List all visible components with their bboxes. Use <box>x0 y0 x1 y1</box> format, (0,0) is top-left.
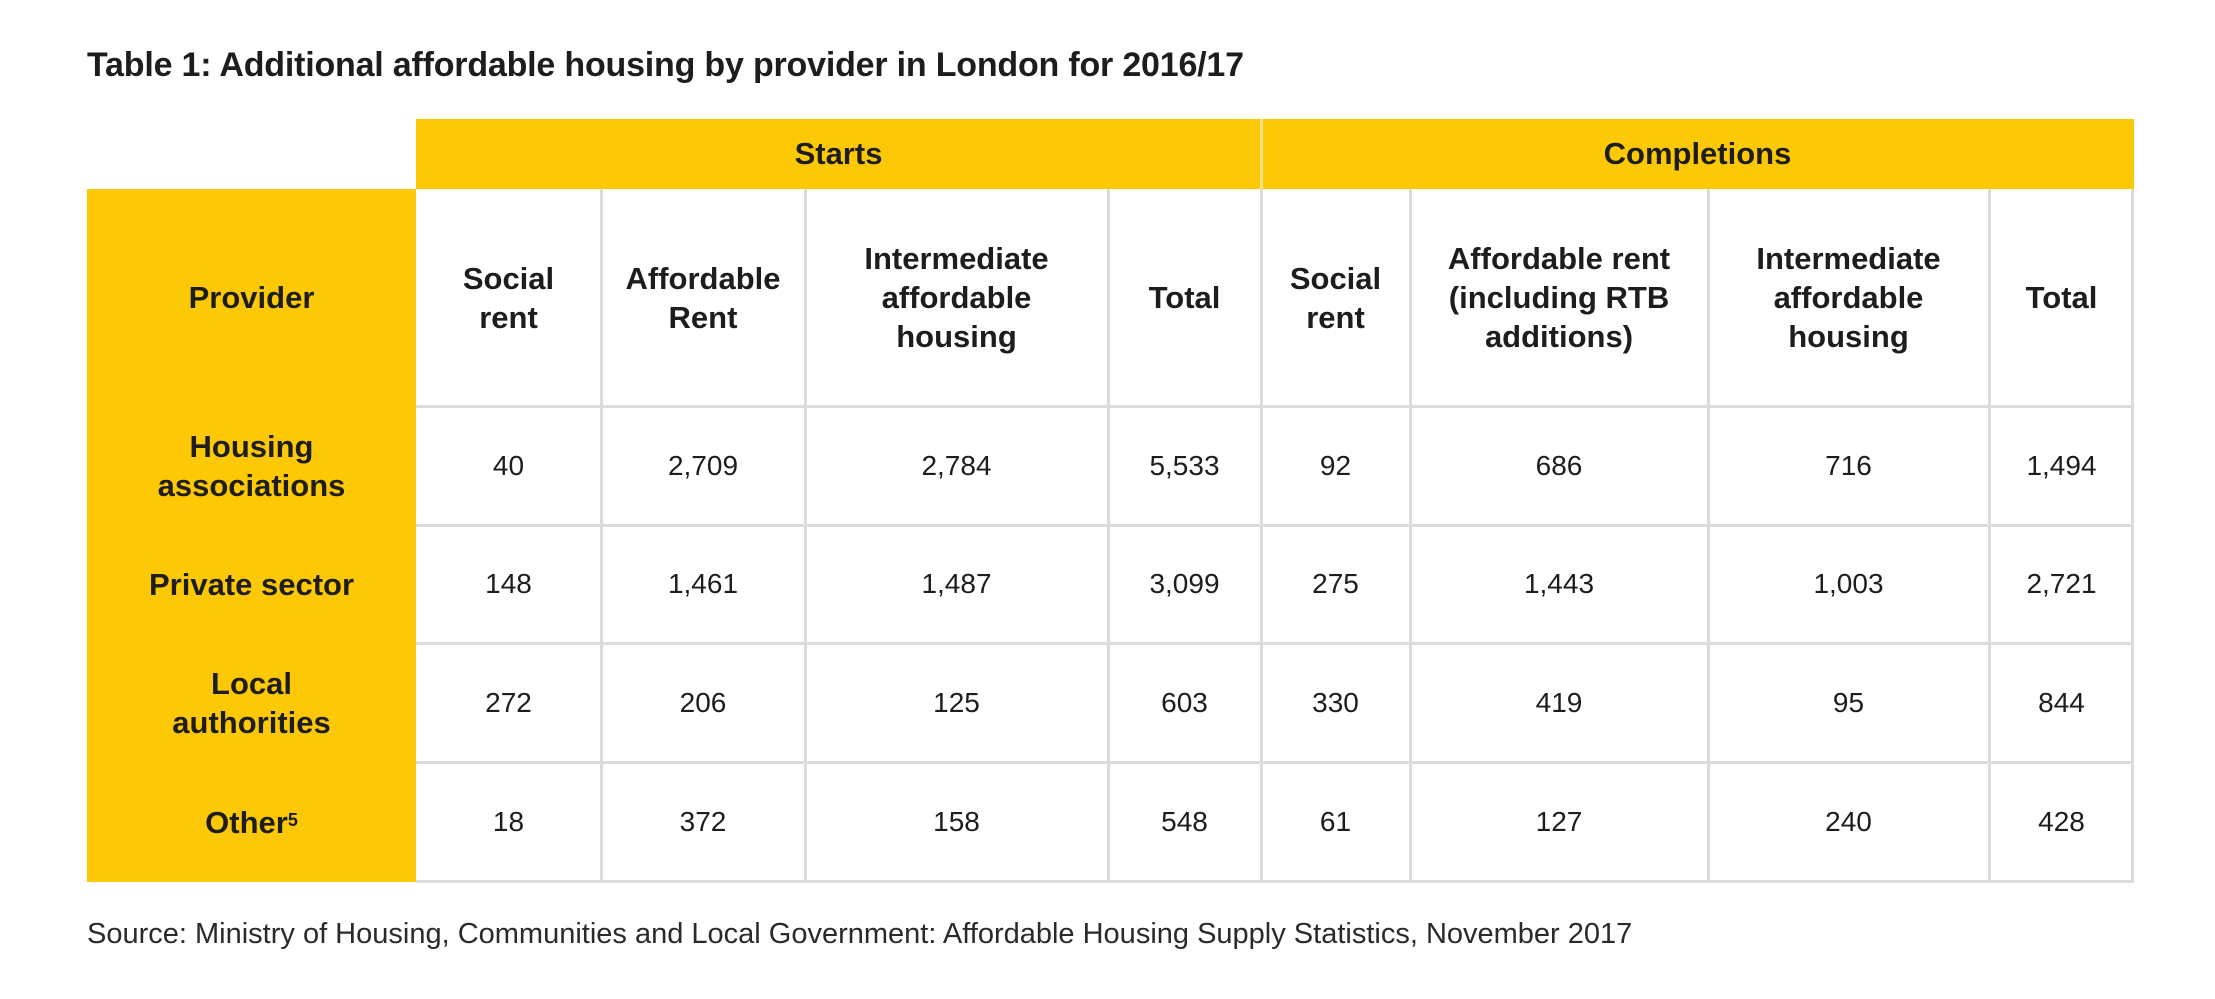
provider-header: Provider <box>87 189 416 406</box>
provider-name: Private sector <box>148 566 355 602</box>
source-note: Source: Ministry of Housing, Communities… <box>87 918 1633 950</box>
provider-name: Local authorities <box>172 665 331 740</box>
table-cell: 272 <box>416 643 601 762</box>
provider-name: Housing associations <box>157 428 346 503</box>
row-divider <box>416 642 2134 645</box>
column-divider <box>1988 189 1991 882</box>
table-cell: 372 <box>601 762 805 882</box>
column-divider <box>1409 189 1412 882</box>
table-cell: 1,494 <box>1989 406 2134 525</box>
row-provider-label: Other 5 <box>87 762 416 882</box>
table-cell: 2,721 <box>1989 525 2134 643</box>
row-provider-label: Private sector <box>87 525 416 643</box>
table-cell: 844 <box>1989 643 2134 762</box>
column-header: Social rent <box>1261 189 1410 406</box>
group-header-starts: Starts <box>416 119 1261 189</box>
table-cell: 61 <box>1261 762 1410 882</box>
table-cell: 716 <box>1708 406 1989 525</box>
table-cell: 686 <box>1410 406 1708 525</box>
table-cell: 206 <box>601 643 805 762</box>
column-divider <box>2131 189 2134 882</box>
table-cell: 2,784 <box>805 406 1108 525</box>
table-cell: 125 <box>805 643 1108 762</box>
column-header: Total <box>1108 189 1261 406</box>
table-cell: 240 <box>1708 762 1989 882</box>
table-cell: 419 <box>1410 643 1708 762</box>
column-divider <box>600 189 603 882</box>
column-divider <box>1707 189 1710 882</box>
table-cell: 1,461 <box>601 525 805 643</box>
row-divider <box>416 880 2134 883</box>
row-provider-label: Housing associations <box>87 406 416 525</box>
table-cell: 158 <box>805 762 1108 882</box>
column-divider <box>1107 189 1110 882</box>
row-provider-label: Local authorities <box>87 643 416 762</box>
provider-name: Other <box>205 804 288 840</box>
table-cell: 2,709 <box>601 406 805 525</box>
table-cell: 5,533 <box>1108 406 1261 525</box>
table-cell: 275 <box>1261 525 1410 643</box>
table-cell: 548 <box>1108 762 1261 882</box>
group-header-completions: Completions <box>1261 119 2134 189</box>
table-cell: 1,443 <box>1410 525 1708 643</box>
table-cell: 148 <box>416 525 601 643</box>
housing-table: Starts Completions Provider Social rent Affo… <box>87 119 2134 883</box>
group-divider <box>1260 119 1263 189</box>
column-divider <box>1260 189 1263 882</box>
row-divider <box>416 405 2134 408</box>
table-cell: 428 <box>1989 762 2134 882</box>
column-divider <box>804 189 807 882</box>
table-cell: 40 <box>416 406 601 525</box>
row-divider <box>416 524 2134 527</box>
footnote-marker: 5 <box>287 809 298 830</box>
table-cell: 18 <box>416 762 601 882</box>
column-header: Social rent <box>416 189 601 406</box>
table-cell: 330 <box>1261 643 1410 762</box>
column-header: Total <box>1989 189 2134 406</box>
table-cell: 1,487 <box>805 525 1108 643</box>
table-title: Table 1: Additional affordable housing b… <box>87 46 1244 84</box>
table-cell: 3,099 <box>1108 525 1261 643</box>
column-header: Intermediate affordable housing <box>805 189 1108 406</box>
table-cell: 95 <box>1708 643 1989 762</box>
column-header: Affordable Rent <box>601 189 805 406</box>
table-cell: 603 <box>1108 643 1261 762</box>
column-header: Affordable rent (including RTB additions… <box>1410 189 1708 406</box>
table-cell: 127 <box>1410 762 1708 882</box>
table-cell: 92 <box>1261 406 1410 525</box>
column-header: Intermediate affordable housing <box>1708 189 1989 406</box>
row-divider <box>416 761 2134 764</box>
table-cell: 1,003 <box>1708 525 1989 643</box>
